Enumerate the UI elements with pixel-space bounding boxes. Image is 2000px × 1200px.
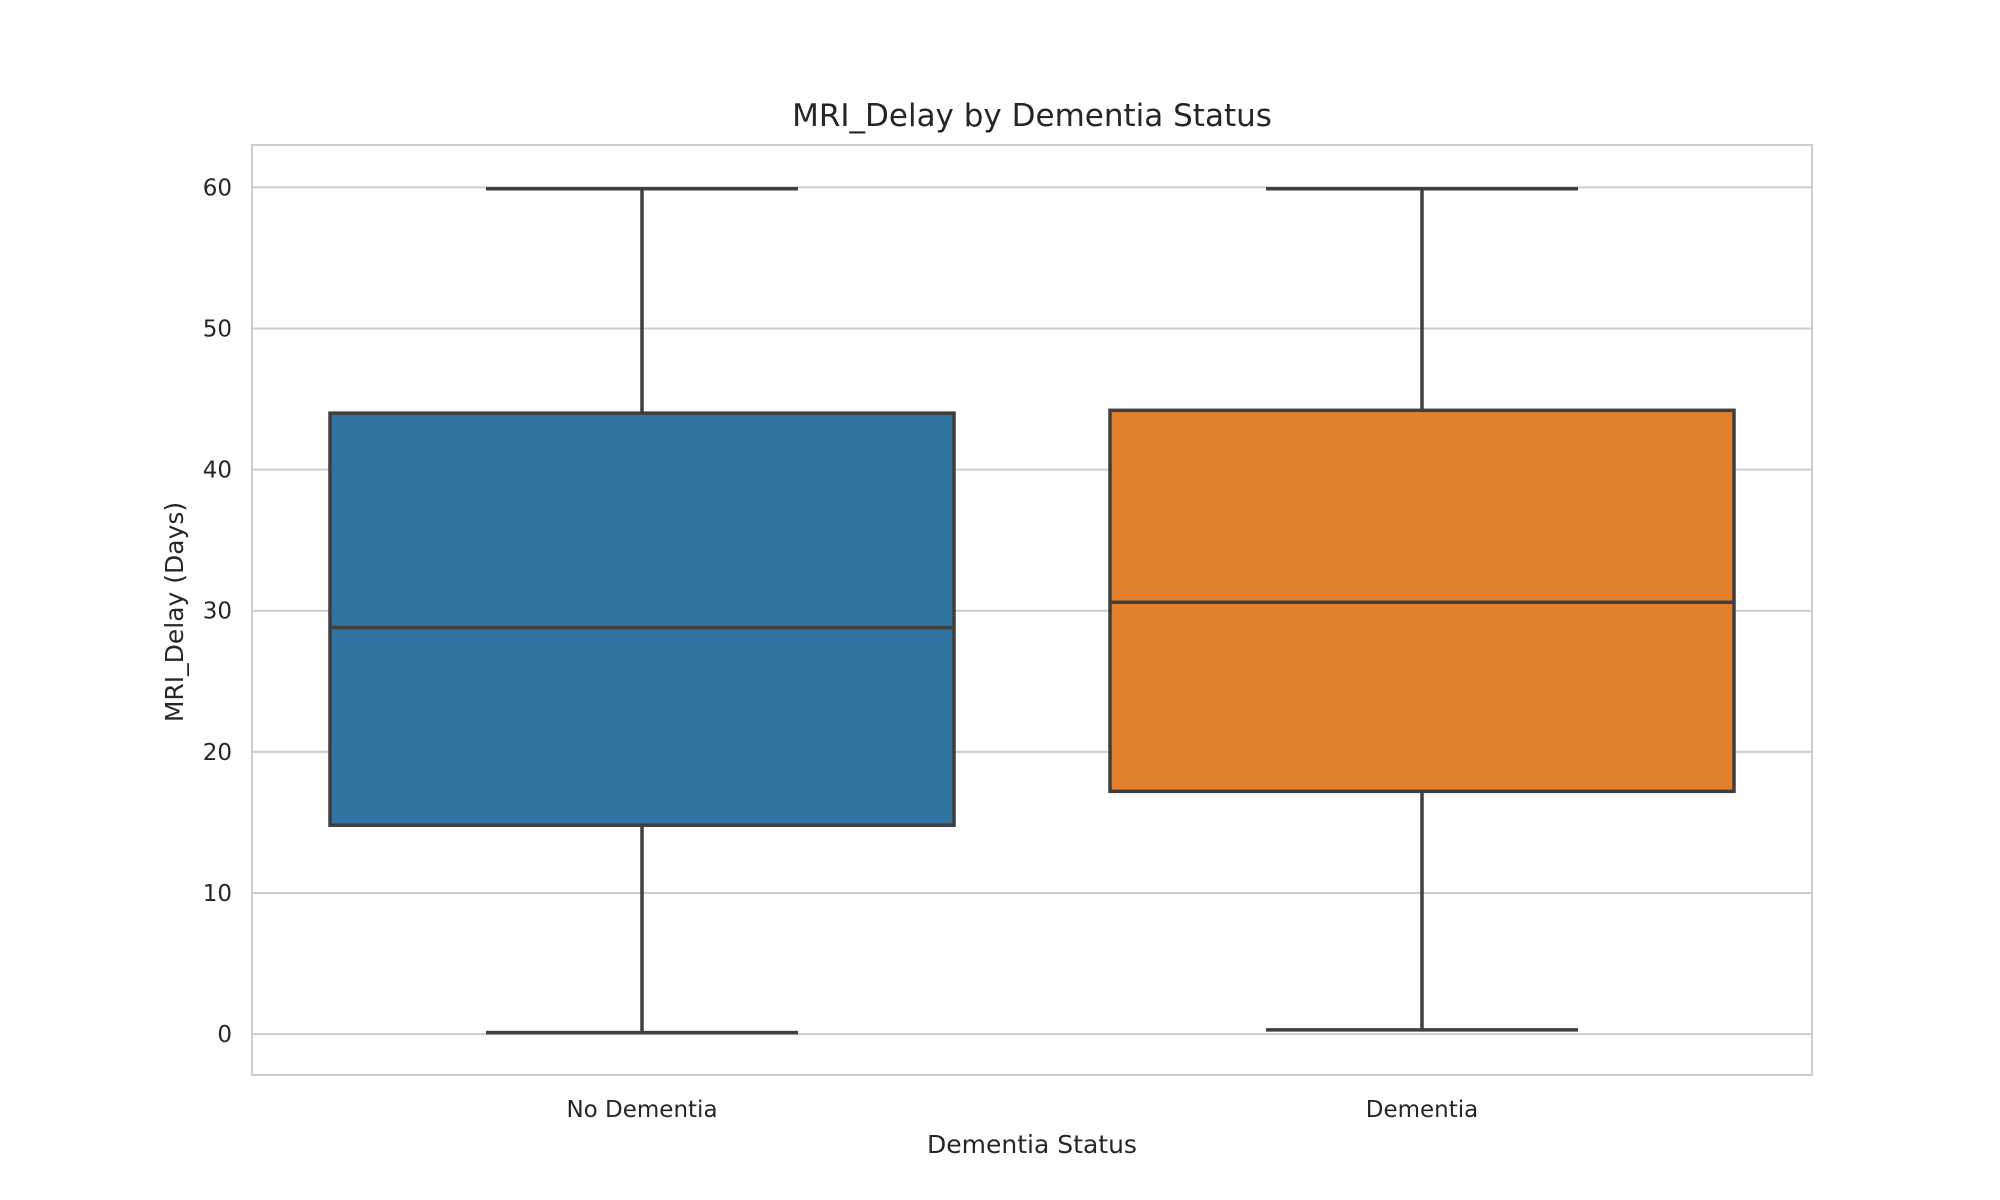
x-tick-label: Dementia <box>1366 1097 1479 1123</box>
box-dementia <box>1108 186 1736 1032</box>
box-no-dementia <box>328 186 956 1035</box>
y-tick-label: 40 <box>203 458 232 484</box>
plot-frame <box>251 144 1813 1076</box>
y-tick-label: 0 <box>217 1022 232 1048</box>
chart-title: MRI_Delay by Dementia Status <box>792 98 1272 134</box>
y-tick-labels: 0 10 20 30 40 50 60 <box>203 175 232 1048</box>
y-tick-label: 60 <box>203 175 232 201</box>
x-tick-label: No Dementia <box>566 1097 717 1123</box>
y-tick-label: 10 <box>203 881 232 907</box>
y-tick-label: 20 <box>203 740 232 766</box>
iqr-box <box>328 411 956 827</box>
x-tick-labels: No Dementia Dementia <box>566 1097 1478 1123</box>
y-tick-label: 50 <box>203 316 232 342</box>
x-axis-label: Dementia Status <box>927 1130 1137 1159</box>
boxes-group <box>328 186 1736 1035</box>
y-axis-label: MRI_Delay (Days) <box>160 502 189 722</box>
y-tick-label: 30 <box>203 599 232 625</box>
